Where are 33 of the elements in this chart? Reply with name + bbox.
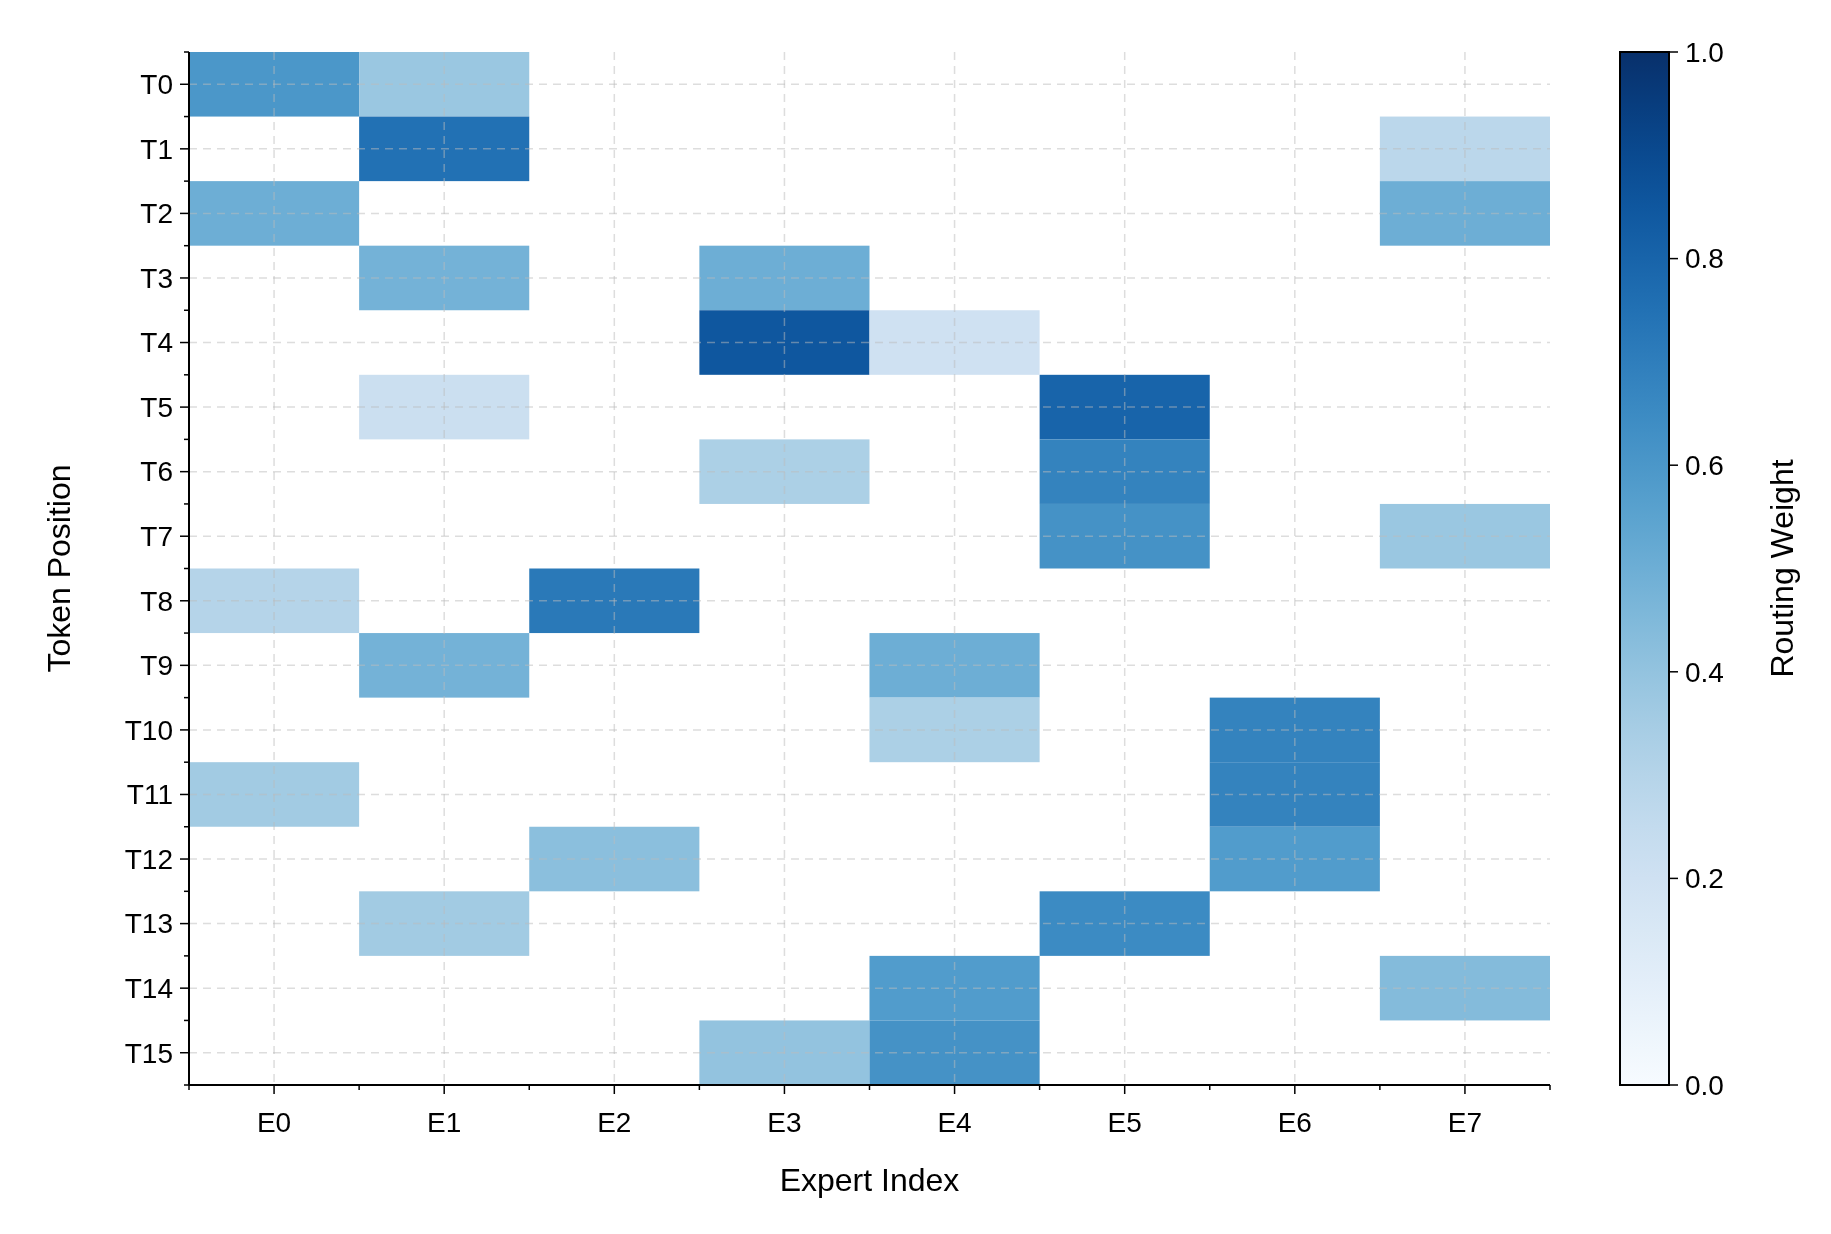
color-bar-label: 0.2: [1685, 863, 1724, 895]
y-tick-label: T8: [140, 585, 173, 617]
color-bar-label: 0.6: [1685, 450, 1724, 481]
y-tick-label: T10: [124, 714, 173, 746]
color-bar-label: 0.8: [1685, 243, 1724, 275]
y-tick-label: T3: [140, 262, 173, 294]
y-tick-label: T1: [140, 133, 173, 165]
color-bar-title: Routing Weight: [1764, 459, 1800, 678]
y-tick-label: T11: [126, 779, 173, 811]
x-tick-label: E1: [427, 1107, 462, 1138]
x-tick-label: E5: [1107, 1107, 1142, 1138]
x-tick-label: E7: [1447, 1107, 1483, 1138]
y-tick-label: T9: [140, 650, 173, 682]
x-tick-label: E6: [1277, 1107, 1312, 1138]
color-bar-label: 0.0: [1685, 1069, 1724, 1101]
y-tick-label: T0: [140, 69, 173, 101]
x-tick-label: E0: [256, 1107, 292, 1138]
color-bar-label: 0.4: [1685, 656, 1724, 688]
y-tick-label: T7: [140, 521, 173, 553]
y-tick-label: T12: [124, 843, 173, 875]
y-tick-label: T6: [140, 456, 173, 488]
y-tick-label: T2: [140, 198, 173, 230]
y-axis-title: Token Position: [41, 464, 77, 673]
y-tick-label: T14: [124, 972, 173, 1004]
x-axis-title: Expert Index: [779, 1162, 960, 1198]
y-tick-label: T5: [140, 391, 173, 423]
y-tick-label: T13: [124, 908, 173, 940]
x-tick-label: E2: [597, 1107, 632, 1138]
y-tick-label: T4: [140, 327, 173, 359]
y-tick-label: T15: [124, 1037, 173, 1069]
x-tick-label: E4: [937, 1107, 972, 1138]
x-tick-label: E3: [767, 1107, 802, 1138]
color-bar-label: 1.0: [1685, 36, 1724, 68]
